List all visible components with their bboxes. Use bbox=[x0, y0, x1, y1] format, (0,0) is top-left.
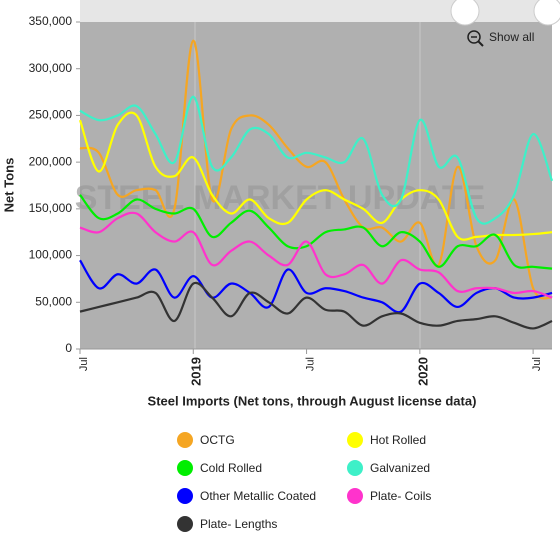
legend-marker bbox=[177, 460, 193, 476]
legend-label: OCTG bbox=[200, 433, 235, 447]
y-tick-label: 100,000 bbox=[29, 248, 73, 262]
legend-marker bbox=[177, 432, 193, 448]
range-handle[interactable] bbox=[533, 0, 560, 26]
legend-item[interactable]: Plate- Lengths bbox=[177, 516, 277, 532]
range-handle[interactable] bbox=[450, 0, 480, 26]
series-line bbox=[79, 259, 553, 314]
legend-item[interactable]: Cold Rolled bbox=[177, 460, 262, 476]
y-tick-label: 350,000 bbox=[29, 14, 73, 28]
legend-item[interactable]: OCTG bbox=[177, 432, 235, 448]
series-line bbox=[79, 39, 553, 300]
y-tick-label: 300,000 bbox=[29, 61, 73, 75]
legend-marker bbox=[177, 516, 193, 532]
series-line bbox=[79, 281, 553, 330]
y-tick-label: 250,000 bbox=[29, 108, 73, 122]
x-tick-label: Jul bbox=[304, 357, 316, 371]
y-tick-label: 0 bbox=[65, 341, 72, 355]
x-tick-label: 2019 bbox=[189, 357, 204, 386]
series-line bbox=[78, 111, 553, 241]
y-tick-label: 50,000 bbox=[35, 294, 72, 308]
watermark: STEEL MARKET UPDATE bbox=[75, 179, 486, 217]
navigator bbox=[80, 0, 555, 22]
show-all-button[interactable]: Show all bbox=[467, 30, 534, 47]
legend-label: Galvanized bbox=[370, 461, 430, 475]
legend-item[interactable]: Galvanized bbox=[347, 460, 430, 476]
x-tick-label: Jul bbox=[78, 357, 90, 371]
x-axis-label: Steel Imports (Net tons, through August … bbox=[148, 393, 477, 408]
y-axis-label: Net Tons bbox=[1, 158, 16, 213]
legend-label: Hot Rolled bbox=[370, 433, 426, 447]
legend-label: Plate- Lengths bbox=[200, 517, 277, 531]
y-tick-label: 150,000 bbox=[29, 201, 73, 215]
legend-item[interactable]: Other Metallic Coated bbox=[177, 488, 316, 504]
series-line bbox=[79, 194, 553, 270]
zoom-icon bbox=[477, 40, 484, 47]
legend-marker bbox=[177, 488, 193, 504]
series-line bbox=[79, 95, 554, 225]
show-all[interactable]: Show all bbox=[489, 30, 534, 44]
x-tick-label: 2020 bbox=[415, 357, 430, 386]
legend-label: Cold Rolled bbox=[200, 461, 262, 475]
legend-item[interactable]: Plate- Coils bbox=[347, 488, 431, 504]
x-tick-label: Jul bbox=[531, 357, 543, 371]
legend-marker bbox=[347, 488, 363, 504]
legend-label: Other Metallic Coated bbox=[200, 489, 316, 503]
zoom-icon bbox=[467, 30, 481, 44]
series-line bbox=[79, 211, 553, 299]
legend-item[interactable]: Hot Rolled bbox=[347, 432, 426, 448]
legend-label: Plate- Coils bbox=[370, 489, 431, 503]
legend-marker bbox=[347, 460, 363, 476]
legend-marker bbox=[347, 432, 363, 448]
y-tick-label: 200,000 bbox=[29, 154, 73, 168]
